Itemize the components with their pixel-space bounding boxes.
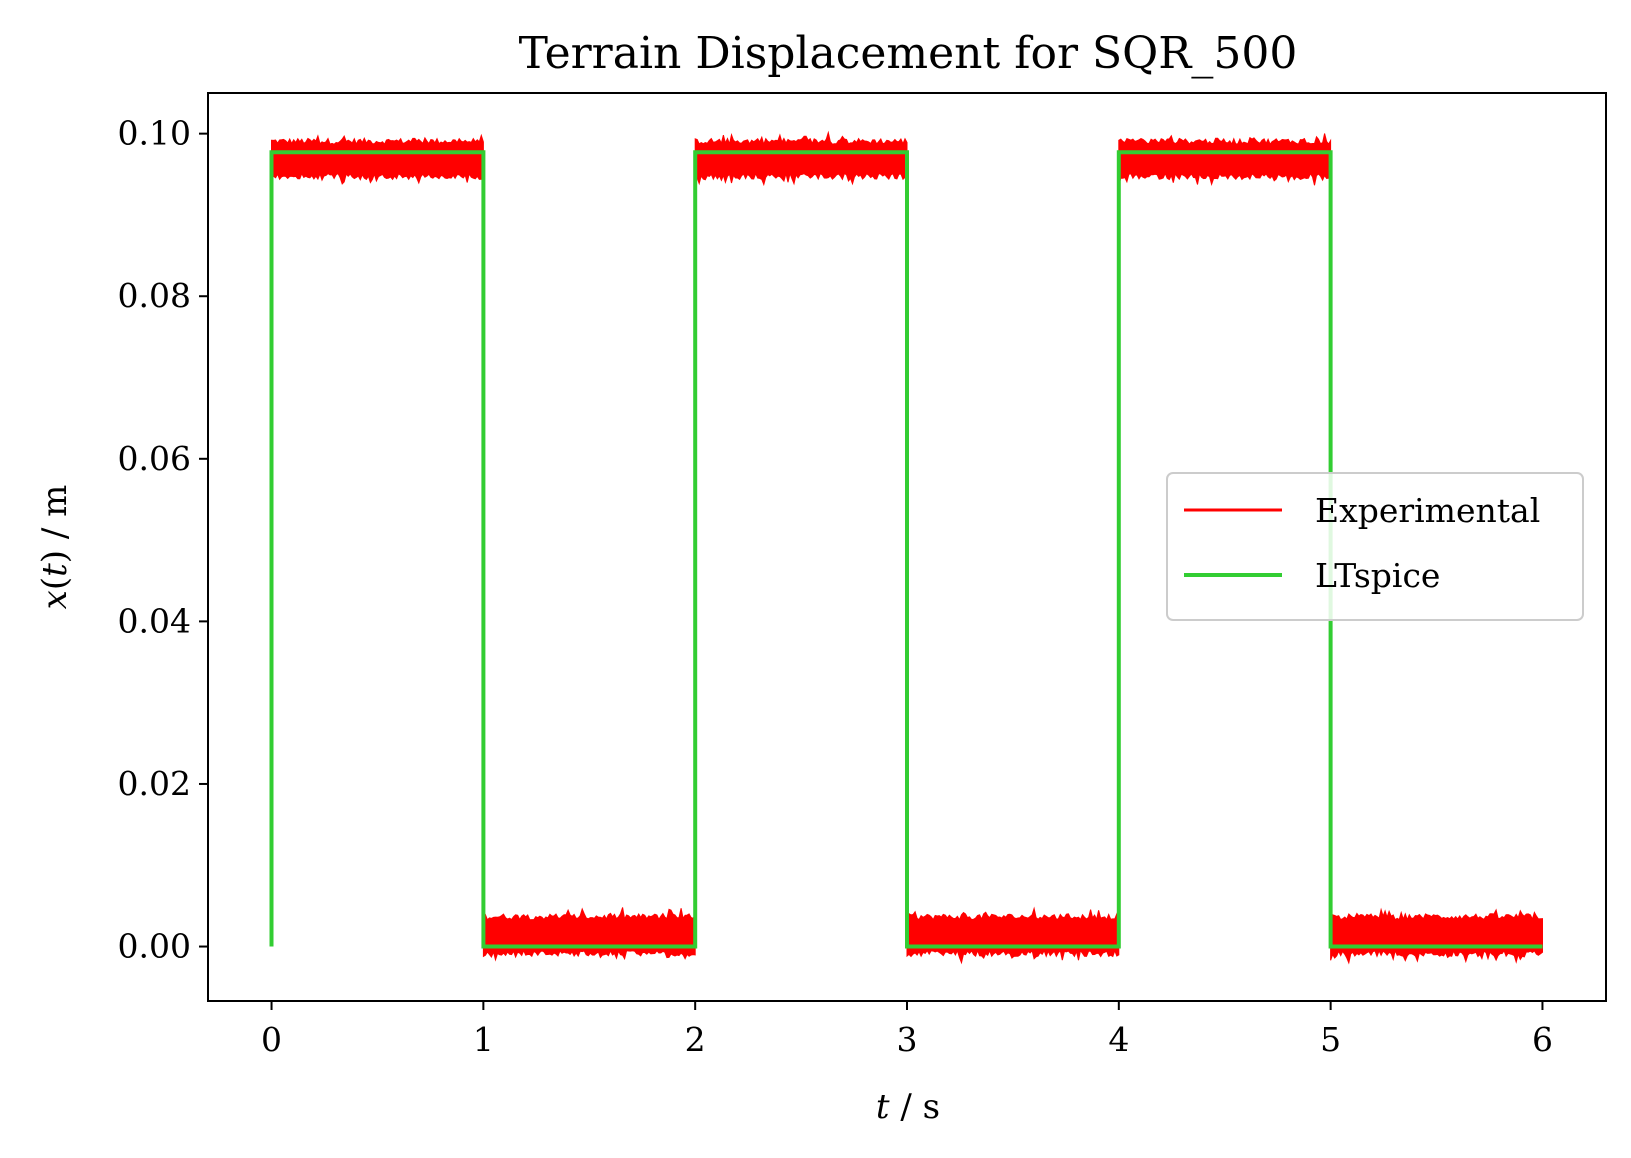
y-axis-variable: x — [35, 590, 75, 609]
y-tick-label: 0.02 — [118, 764, 191, 803]
ltspice-line — [269, 150, 1543, 949]
legend-label-experimental: Experimental — [1315, 491, 1540, 530]
y-tick-label: 0.08 — [118, 276, 191, 315]
y-tick-label: 0.04 — [118, 601, 191, 640]
series-layer — [269, 130, 1543, 965]
y-axis-label: x(t) / m — [35, 485, 75, 610]
x-axis: 0 1 2 3 4 5 6 — [261, 1001, 1553, 1059]
y-axis: 0.00 0.02 0.04 0.06 0.08 0.10 — [118, 114, 208, 966]
y-axis-argument: t — [35, 563, 75, 577]
y-axis-unit: m — [35, 485, 75, 517]
x-tick-label: 1 — [473, 1020, 494, 1059]
x-tick-label: 3 — [897, 1020, 918, 1059]
x-tick-label: 4 — [1108, 1020, 1129, 1059]
y-tick-label: 0.06 — [118, 439, 191, 478]
experimental-segment — [1330, 907, 1543, 965]
chart-title: Terrain Displacement for SQR_500 — [519, 28, 1298, 79]
x-tick-label: 2 — [685, 1020, 706, 1059]
x-tick-label: 0 — [261, 1020, 282, 1059]
experimental-segment — [906, 906, 1120, 965]
x-axis-variable: t — [876, 1087, 890, 1127]
x-axis-unit: s — [923, 1087, 940, 1127]
y-tick-label: 0.10 — [118, 114, 191, 153]
x-axis-label: t / s — [876, 1087, 940, 1127]
legend-label-ltspice: LTspice — [1315, 556, 1440, 595]
y-tick-label: 0.00 — [118, 927, 191, 966]
x-tick-label: 6 — [1532, 1020, 1553, 1059]
experimental-segment — [271, 133, 484, 185]
x-tick-label: 5 — [1320, 1020, 1341, 1059]
legend: Experimental LTspice — [1166, 472, 1584, 621]
